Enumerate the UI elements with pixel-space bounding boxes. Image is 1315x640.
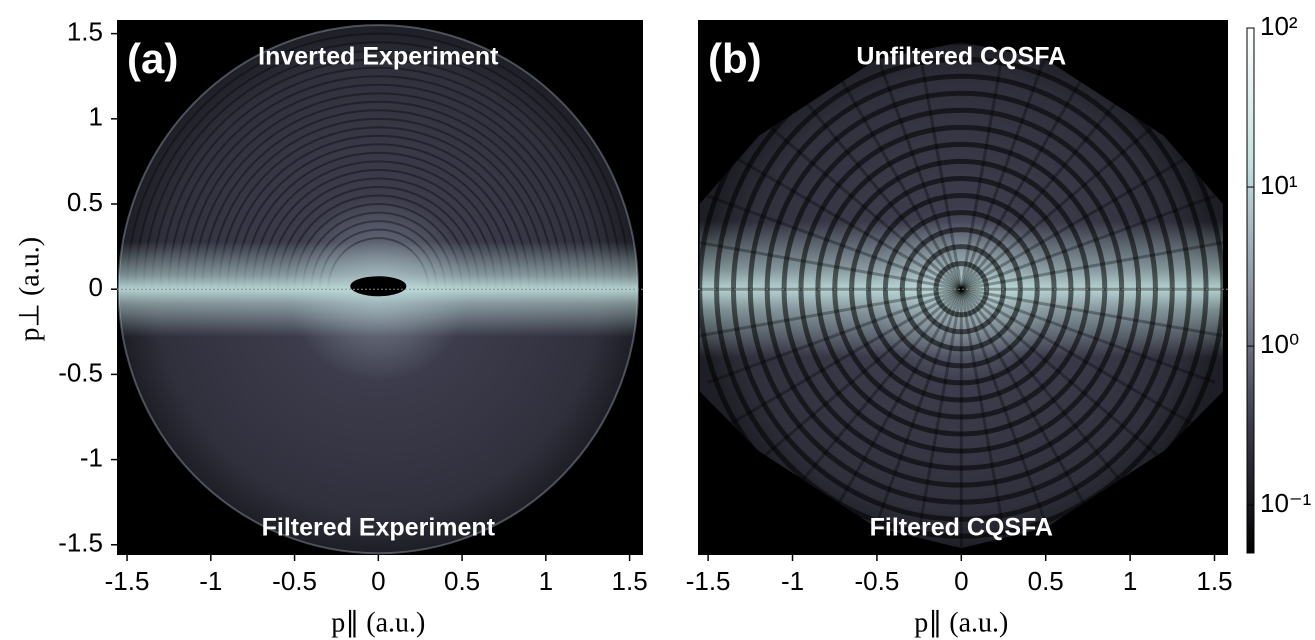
fringe — [218, 126, 539, 290]
ray — [960, 112, 1170, 291]
ray — [960, 79, 1137, 291]
fringe — [126, 32, 631, 290]
y-tick-label: 1 — [89, 102, 103, 132]
fringe — [234, 143, 522, 290]
fringe — [201, 109, 556, 290]
ray — [961, 240, 1223, 291]
ray — [912, 42, 963, 290]
ray — [867, 42, 963, 290]
fringe — [167, 75, 589, 290]
fringe — [184, 92, 572, 290]
fringe — [209, 117, 547, 290]
ray — [786, 288, 963, 499]
x-tick-label: -1 — [781, 566, 804, 596]
ray — [959, 288, 1010, 549]
fringe — [193, 101, 564, 290]
x-tick-label: -0.5 — [272, 566, 317, 596]
y-tick-label: -1.5 — [58, 528, 103, 558]
fringe — [159, 66, 598, 290]
x-tick-label: -0.5 — [855, 566, 900, 596]
panel-label: (a) — [127, 35, 178, 82]
x-tick-label: 0.5 — [444, 566, 480, 596]
fringe — [260, 168, 497, 290]
x-axis-label: p∥ (a.u.) — [331, 607, 425, 638]
y-axis-label: p⊥ (a.u.) — [14, 237, 45, 341]
ray — [824, 288, 963, 527]
ray — [707, 194, 962, 291]
ray — [699, 240, 962, 291]
x-tick-label: 0.5 — [1028, 566, 1064, 596]
ray — [959, 42, 1056, 290]
ray — [726, 287, 963, 427]
colorbar-tick-label: 10¹ — [1260, 170, 1298, 200]
x-axis-label: p∥ (a.u.) — [914, 607, 1008, 638]
y-tick-label: -1 — [80, 442, 103, 472]
colorbar — [1246, 27, 1255, 554]
ray — [753, 288, 963, 466]
fringe — [176, 83, 581, 290]
x-tick-label: 1 — [539, 566, 553, 596]
ray — [786, 79, 963, 291]
ray — [960, 52, 1098, 290]
ray — [960, 194, 1216, 291]
ray — [753, 112, 963, 291]
x-tick-label: 0 — [371, 566, 385, 596]
fringe — [243, 151, 514, 290]
colorbar-tick-label: 10⁻¹ — [1260, 488, 1312, 518]
ray — [959, 288, 1056, 546]
x-tick-label: 1.5 — [1196, 566, 1232, 596]
ray — [960, 151, 1196, 291]
fringe — [151, 58, 606, 290]
y-tick-label: 1.5 — [67, 17, 103, 47]
colorbar-tick-label: 10² — [1260, 11, 1298, 41]
fringe — [226, 134, 531, 290]
ray — [960, 287, 1196, 427]
fringe — [268, 177, 489, 290]
colorbar-tick-label: 10⁰ — [1260, 329, 1299, 359]
ray — [699, 287, 962, 339]
heatmap — [698, 20, 1228, 555]
ray — [960, 288, 1137, 499]
annotation-top: Unfiltered CQSFA — [856, 43, 1066, 71]
fringe — [251, 160, 505, 290]
ray — [960, 288, 1098, 527]
ray — [707, 287, 962, 384]
annotation-bottom: Filtered CQSFA — [870, 514, 1053, 542]
fringe — [142, 49, 614, 290]
x-tick-label: 1.5 — [612, 566, 648, 596]
ray — [867, 288, 963, 546]
fringe — [730, 56, 1192, 522]
ray — [824, 52, 963, 290]
ray — [726, 151, 963, 291]
ray — [959, 42, 1010, 290]
ray — [912, 288, 963, 549]
x-tick-label: 1 — [1123, 566, 1137, 596]
fringe — [798, 124, 1125, 454]
center-spot — [350, 276, 407, 297]
x-tick-label: -1.5 — [686, 566, 731, 596]
heatmap — [117, 20, 643, 555]
panel-label: (b) — [708, 35, 762, 82]
fringe — [134, 41, 623, 290]
x-tick-label: 0 — [954, 566, 968, 596]
y-tick-label: 0.5 — [67, 187, 103, 217]
annotation-bottom: Filtered Experiment — [262, 514, 496, 542]
fringe — [815, 141, 1108, 437]
ray — [960, 287, 1216, 384]
x-tick-label: -1.5 — [105, 566, 150, 596]
annotation-top: Inverted Experiment — [258, 43, 499, 71]
fringe — [882, 210, 1040, 369]
ray — [960, 288, 1170, 466]
y-tick-label: 0 — [89, 272, 103, 302]
x-tick-label: -1 — [199, 566, 222, 596]
y-tick-label: -0.5 — [58, 357, 103, 387]
ray — [961, 287, 1223, 339]
